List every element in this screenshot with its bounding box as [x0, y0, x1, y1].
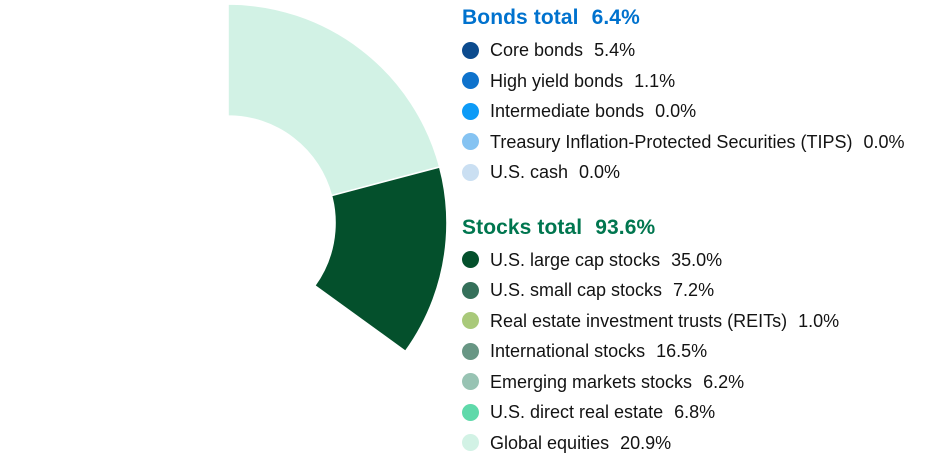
legend-group-title: Stocks total 93.6%: [462, 214, 948, 242]
legend-item: High yield bonds 1.1%: [462, 66, 948, 97]
legend-item: International stocks 16.5%: [462, 336, 948, 367]
legend-group-items: U.S. large cap stocks 35.0% U.S. small c…: [462, 245, 948, 455]
donut-slice[interactable]: [227, 3, 441, 197]
legend-item-value: 7.2%: [673, 280, 715, 301]
legend-color-dot-icon: [462, 312, 479, 330]
legend-color-dot-icon: [462, 403, 479, 421]
legend-item: Treasury Inflation-Protected Securities …: [462, 127, 948, 158]
legend-item-label: U.S. small cap stocks: [490, 280, 663, 301]
legend-item-label: High yield bonds: [490, 70, 624, 91]
legend-item-label: U.S. cash: [490, 162, 569, 183]
legend-item-label: Treasury Inflation-Protected Securities …: [490, 131, 853, 152]
legend: Bonds total 6.4% Core bonds 5.4% High yie…: [462, 0, 948, 455]
legend-item-label: Global equities: [490, 432, 610, 453]
legend-item-value: 0.0%: [579, 162, 621, 183]
legend-item-label: U.S. large cap stocks: [490, 249, 661, 270]
legend-item-value: 1.1%: [634, 70, 676, 91]
legend-color-dot-icon: [462, 373, 479, 391]
legend-color-dot-icon: [462, 342, 479, 360]
legend-item-value: 6.2%: [703, 371, 745, 392]
legend-item: Emerging markets stocks 6.2%: [462, 367, 948, 398]
legend-color-dot-icon: [462, 163, 479, 181]
legend-color-dot-icon: [462, 72, 479, 90]
legend-item: Intermediate bonds 0.0%: [462, 96, 948, 127]
legend-color-dot-icon: [462, 251, 479, 269]
legend-item-label: International stocks: [490, 341, 646, 362]
legend-color-dot-icon: [462, 133, 479, 151]
legend-item-label: U.S. direct real estate: [490, 402, 664, 423]
legend-item-value: 5.4%: [594, 40, 636, 61]
legend-color-dot-icon: [462, 102, 479, 120]
legend-item-value: 0.0%: [655, 101, 697, 122]
legend-item-value: 0.0%: [863, 131, 905, 152]
legend-item-label: Real estate investment trusts (REITs): [490, 310, 788, 331]
legend-item-value: 35.0%: [671, 249, 723, 270]
legend-group-stocks: Stocks total 93.6% U.S. large cap stocks …: [462, 214, 948, 455]
legend-item: U.S. cash 0.0%: [462, 157, 948, 188]
donut-chart: [0, 0, 460, 455]
legend-item: U.S. direct real estate 6.8%: [462, 397, 948, 428]
legend-group-total-value: 93.6%: [595, 215, 656, 239]
legend-item-value: 6.8%: [674, 402, 716, 423]
legend-item-label: Emerging markets stocks: [490, 371, 693, 392]
legend-item: Global equities 20.9%: [462, 428, 948, 455]
legend-color-dot-icon: [462, 281, 479, 299]
legend-item-value: 1.0%: [798, 310, 840, 331]
donut-chart-svg: [227, 3, 448, 353]
legend-group-title: Bonds total 6.4%: [462, 4, 948, 32]
legend-item-value: 16.5%: [656, 341, 708, 362]
legend-group-items: Core bonds 5.4% High yield bonds 1.1% In…: [462, 35, 948, 188]
legend-color-dot-icon: [462, 41, 479, 59]
legend-color-dot-icon: [462, 434, 479, 452]
legend-group-title-label: Stocks total: [462, 215, 583, 239]
legend-item-value: 20.9%: [620, 432, 672, 453]
legend-item-label: Intermediate bonds: [490, 101, 645, 122]
legend-item: Real estate investment trusts (REITs) 1.…: [462, 306, 948, 337]
legend-group-total-value: 6.4%: [591, 6, 640, 29]
legend-item-label: Core bonds: [490, 40, 584, 61]
legend-item: U.S. small cap stocks 7.2%: [462, 275, 948, 306]
legend-group-title-label: Bonds total: [462, 6, 579, 29]
legend-group-bonds: Bonds total 6.4% Core bonds 5.4% High yie…: [462, 4, 948, 188]
legend-item: Core bonds 5.4%: [462, 35, 948, 66]
legend-item: U.S. large cap stocks 35.0%: [462, 245, 948, 276]
